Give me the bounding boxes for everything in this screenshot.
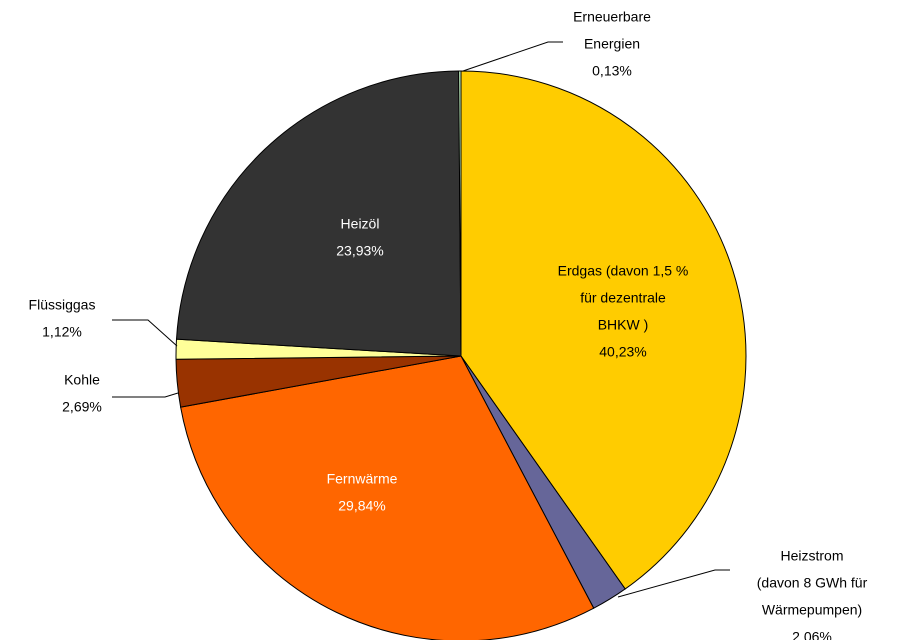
slice-label: Flüssiggas	[29, 297, 96, 313]
pie-slice	[180, 355, 595, 640]
leader-line	[617, 569, 730, 598]
leader-line	[462, 41, 563, 72]
slice-label: Erdgas (davon 1,5 %	[558, 263, 689, 279]
pie-slice	[175, 70, 462, 357]
pie-slice	[460, 70, 747, 590]
slice-label: Fernwärme	[327, 471, 398, 487]
slice-label: Kohle	[64, 372, 100, 388]
slice-value-label: 2,06%	[792, 629, 832, 640]
slice-label: Energien	[584, 36, 640, 52]
slice-value-label: 23,93%	[336, 243, 383, 259]
slice-label: Erneuerbare	[573, 9, 651, 25]
pie-slice	[458, 70, 462, 357]
slice-label: Heizöl	[341, 216, 380, 232]
slice-value-label: 2,69%	[62, 399, 102, 415]
leader-line	[112, 392, 179, 398]
slice-label: (davon 8 GWh für	[757, 575, 868, 591]
slice-value-label: 0,13%	[592, 63, 632, 79]
slice-value-label: 40,23%	[599, 344, 646, 360]
slice-value-label: 1,12%	[42, 324, 82, 340]
slice-label: Wärmepumpen)	[762, 602, 862, 618]
leader-line	[112, 319, 178, 347]
slice-label: für dezentrale	[580, 290, 666, 306]
slice-label: Heizstrom	[780, 548, 843, 564]
slice-label: BHKW )	[598, 317, 649, 333]
slice-value-label: 29,84%	[338, 498, 385, 514]
